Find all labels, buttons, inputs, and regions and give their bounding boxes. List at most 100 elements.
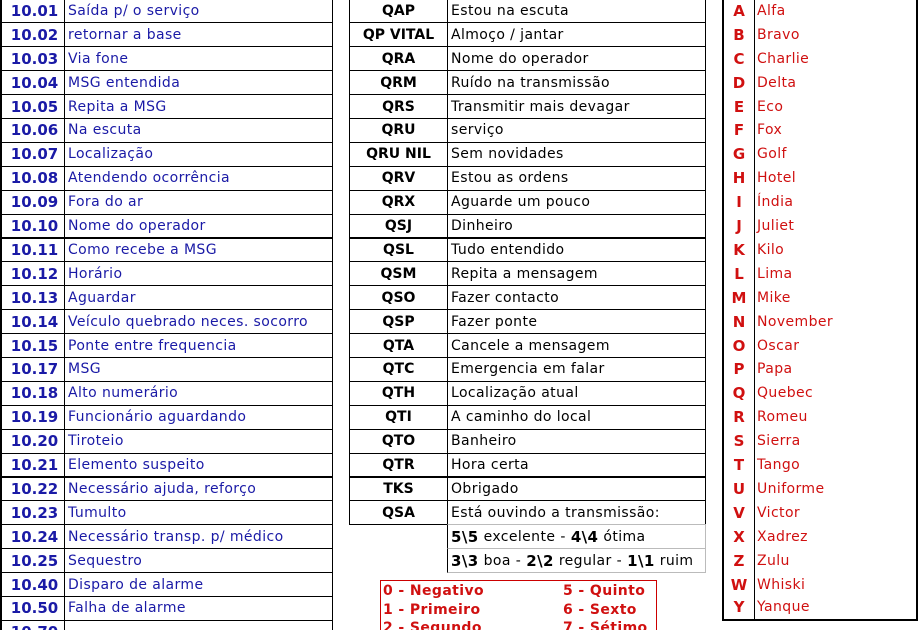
phonetic-letter: D xyxy=(722,70,755,96)
q-code-meaning: Cancele a mensagem xyxy=(447,333,706,358)
phonetic-word: Juliet xyxy=(754,213,918,239)
phonetic-word: Alfa xyxy=(754,0,918,24)
ten-code-meaning: Aguardar xyxy=(64,285,333,311)
phonetic-letter: Z xyxy=(722,548,755,574)
ten-code: 10.18 xyxy=(0,380,65,406)
q-code-meaning: Ruído na transmissão xyxy=(447,70,706,96)
scale-label: excelente xyxy=(483,528,556,545)
phonetic-letter: J xyxy=(722,213,755,239)
ten-code: 10.22 xyxy=(0,476,65,502)
ten-code-meaning: Fora do ar xyxy=(64,189,333,215)
ten-code-meaning: Necessário ajuda, reforço xyxy=(64,476,333,502)
phonetic-word: Tango xyxy=(754,452,918,478)
q-code: QRX xyxy=(349,189,448,215)
ten-code-meaning: Sequestro xyxy=(64,548,333,574)
ten-code: 10.23 xyxy=(0,500,65,526)
ten-code: 10.06 xyxy=(0,118,65,143)
ten-code: 10.70 xyxy=(0,619,65,630)
ten-code-meaning: Atendendo ocorrência xyxy=(64,165,333,191)
q-code: QSJ xyxy=(349,213,448,239)
phonetic-letter: U xyxy=(722,476,755,502)
q-code: QRA xyxy=(349,46,448,72)
q-code: QRV xyxy=(349,165,448,191)
q-code-meaning: Estou na escuta xyxy=(447,0,706,24)
phonetic-letter: O xyxy=(722,333,755,358)
ten-code-meaning: retornar a base xyxy=(64,22,333,48)
phonetic-word: Romeu xyxy=(754,404,918,430)
number-word: 7 - Sétimo xyxy=(563,620,648,630)
q-code: QSA xyxy=(349,500,448,526)
scale-code: 2\2 xyxy=(526,551,554,570)
scale-label: boa xyxy=(483,552,511,569)
numbers-box xyxy=(380,580,657,630)
ten-code-meaning: Ponte entre frequencia xyxy=(64,333,333,358)
phonetic-letter: C xyxy=(722,46,755,72)
ten-code-meaning: Necessário transp. p/ médico xyxy=(64,524,333,550)
phonetic-word: Delta xyxy=(754,70,918,96)
separator: - xyxy=(560,528,566,545)
ten-code: 10.50 xyxy=(0,596,65,621)
ten-code: 10.10 xyxy=(0,213,65,239)
phonetic-word: Hotel xyxy=(754,165,918,191)
phonetic-word: Victor xyxy=(754,500,918,526)
phonetic-letter: E xyxy=(722,94,755,119)
ten-code: 10.21 xyxy=(0,452,65,478)
ten-code-meaning: Horário xyxy=(64,261,333,287)
q-code-meaning: serviço xyxy=(447,118,706,143)
scale-code: 1\1 xyxy=(627,551,655,570)
phonetic-letter: X xyxy=(722,524,755,550)
ten-code-meaning: Na escuta xyxy=(64,118,333,143)
q-code-meaning: Está ouvindo a transmissão: xyxy=(447,500,706,526)
phonetic-word: Charlie xyxy=(754,46,918,72)
phonetic-word: Índia xyxy=(754,189,918,215)
phonetic-letter: R xyxy=(722,404,755,430)
phonetic-letter: P xyxy=(722,357,755,382)
ten-code: 10.04 xyxy=(0,70,65,96)
number-word: 5 - Quinto xyxy=(563,583,646,599)
q-code: QSL xyxy=(349,237,448,263)
separator: - xyxy=(515,552,522,569)
phonetic-word: Mike xyxy=(754,285,918,311)
phonetic-word: Xadrez xyxy=(754,524,918,550)
ten-code: 10.20 xyxy=(0,428,65,454)
phonetic-word: Zulu xyxy=(754,548,918,574)
q-code: QTI xyxy=(349,404,448,430)
q-code-meaning: Fazer contacto xyxy=(447,285,706,311)
scale-code: 4\4 xyxy=(570,527,599,546)
phonetic-word: Bravo xyxy=(754,22,918,48)
phonetic-word: Quebec xyxy=(754,380,918,406)
ten-code-meaning: Via fone xyxy=(64,46,333,72)
phonetic-letter: B xyxy=(722,22,755,48)
ten-code: 10.25 xyxy=(0,548,65,574)
ten-code-meaning: Saída p/ o serviço xyxy=(64,0,333,24)
phonetic-letter: L xyxy=(722,261,755,287)
q-code: QAP xyxy=(349,0,448,24)
number-word: 1 - Primeiro xyxy=(383,601,481,618)
q-code: QTR xyxy=(349,452,448,478)
phonetic-letter: K xyxy=(722,237,755,263)
q-code: QTC xyxy=(349,357,448,382)
ten-code-meaning xyxy=(64,619,333,630)
q-code-meaning: Aguarde um pouco xyxy=(447,189,706,215)
ten-code-meaning: MSG xyxy=(64,357,333,382)
q-code-meaning: Localização atual xyxy=(447,380,706,406)
ten-code-meaning: Elemento suspeito xyxy=(64,452,333,478)
q-code-meaning: Repita a mensagem xyxy=(447,261,706,287)
scale-label: regular xyxy=(558,552,612,569)
q-code: QTO xyxy=(349,428,448,454)
ten-code-meaning: Localização xyxy=(64,141,333,167)
ten-code: 10.24 xyxy=(0,524,65,550)
phonetic-letter: N xyxy=(722,309,755,335)
q-code: QTH xyxy=(349,380,448,406)
ten-code: 10.40 xyxy=(0,572,65,597)
ten-code-meaning: MSG entendida xyxy=(64,70,333,96)
ten-code: 10.12 xyxy=(0,261,65,287)
number-word: 2 - Segundo xyxy=(383,620,482,630)
phonetic-word: Lima xyxy=(754,261,918,287)
ten-code: 10.07 xyxy=(0,141,65,167)
q-code: QSP xyxy=(349,309,448,335)
ten-code: 10.14 xyxy=(0,309,65,335)
phonetic-letter: T xyxy=(722,452,755,478)
q-code: QRM xyxy=(349,70,448,96)
q-code-meaning: Tudo entendido xyxy=(447,237,706,263)
